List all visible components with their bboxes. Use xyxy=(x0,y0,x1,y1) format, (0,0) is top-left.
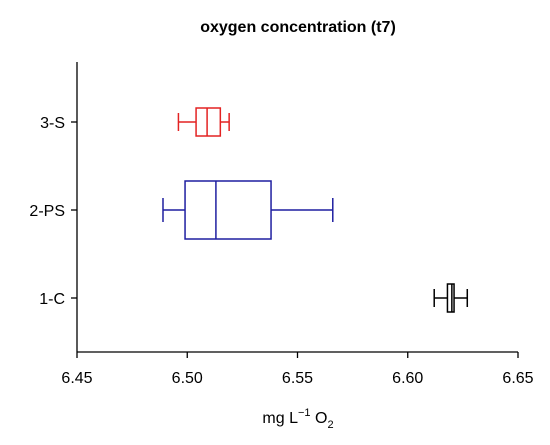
box-1-c xyxy=(433,283,469,313)
box-2-ps xyxy=(162,180,334,240)
y-tick-label: 3-S xyxy=(40,115,65,132)
x-tick-label: 6.55 xyxy=(282,370,313,387)
x-axis-title-base: mg L xyxy=(262,410,298,427)
iqr-box xyxy=(195,107,222,137)
iqr-box xyxy=(184,180,272,240)
x-axis-ticks: 6.45 6.50 6.55 6.60 6.65 xyxy=(61,352,534,387)
y-axis-ticks: 1-C 2-PS 3-S xyxy=(29,115,77,308)
x-axis-title-mid: O xyxy=(311,410,328,427)
x-tick-label: 6.50 xyxy=(172,370,203,387)
x-axis-title-sup: −1 xyxy=(298,407,311,419)
x-axis-title: mg L−1 O2 xyxy=(262,407,333,431)
chart-title: oxygen concentration (t7) xyxy=(200,19,396,36)
y-tick-label: 2-PS xyxy=(29,203,65,220)
box-3-s xyxy=(177,107,230,137)
x-axis-title-sub: 2 xyxy=(327,419,333,431)
x-tick-label: 6.60 xyxy=(392,370,423,387)
y-tick-label: 1-C xyxy=(39,291,65,308)
box-series xyxy=(162,107,469,313)
x-tick-label: 6.65 xyxy=(502,370,533,387)
x-tick-label: 6.45 xyxy=(61,370,92,387)
iqr-box xyxy=(446,283,455,313)
